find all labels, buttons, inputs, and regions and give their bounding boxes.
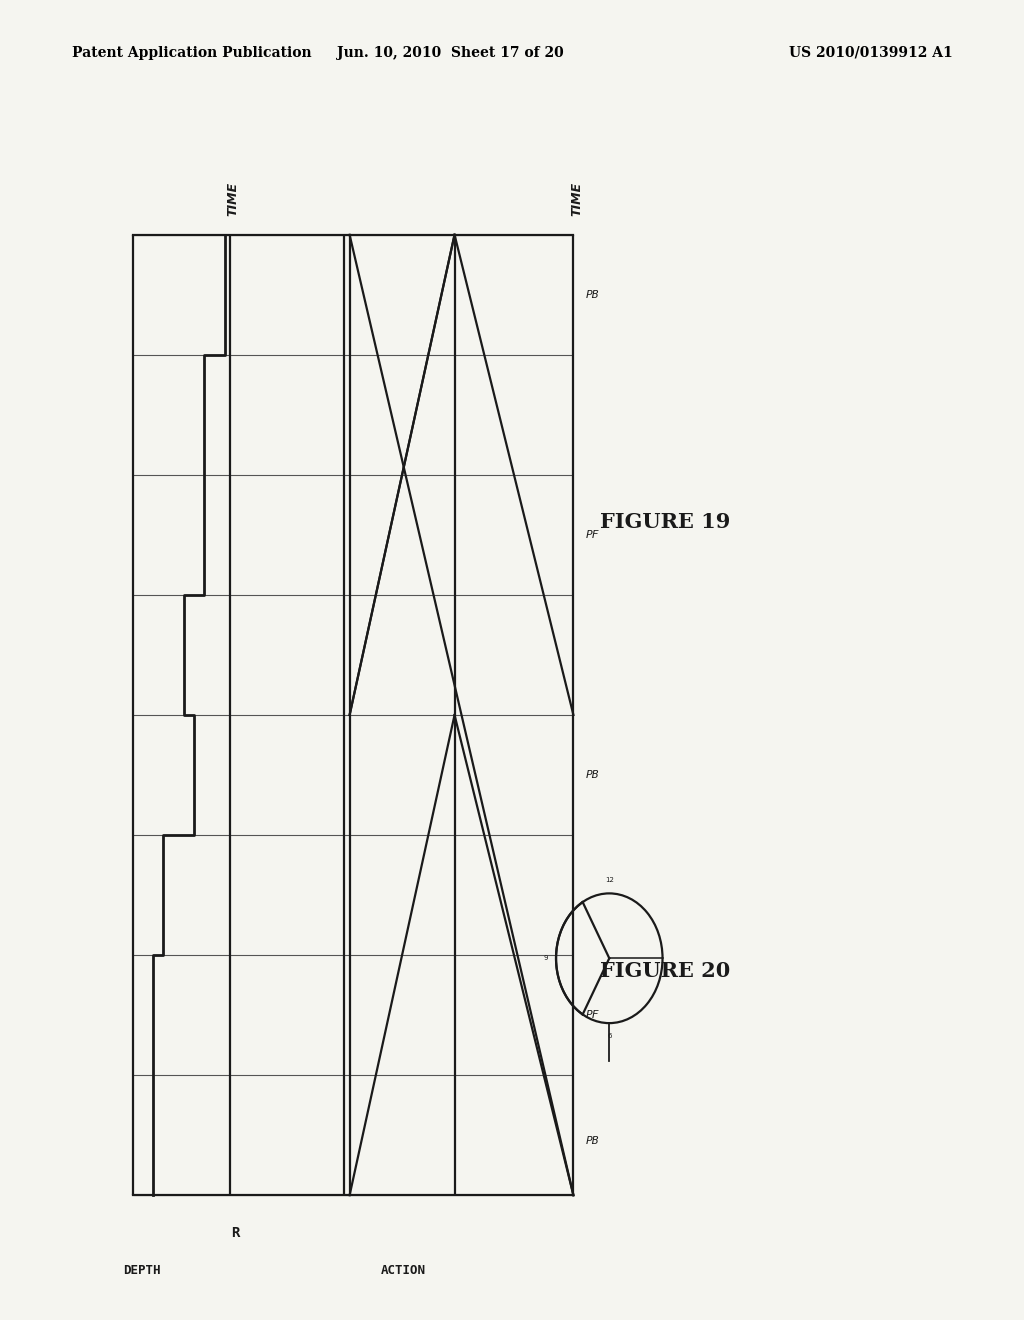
Text: 6: 6	[607, 1034, 611, 1039]
Text: 9: 9	[544, 956, 548, 961]
Text: PF: PF	[586, 529, 599, 540]
Text: PF: PF	[586, 1010, 599, 1020]
Text: ACTION: ACTION	[380, 1263, 425, 1276]
Text: TIME: TIME	[570, 182, 583, 216]
Text: 12: 12	[605, 878, 613, 883]
Text: DEPTH: DEPTH	[123, 1263, 161, 1276]
Text: FIGURE 19: FIGURE 19	[600, 512, 731, 532]
Text: R: R	[231, 1226, 240, 1241]
Text: US 2010/0139912 A1: US 2010/0139912 A1	[788, 46, 952, 59]
Text: PB: PB	[586, 290, 599, 300]
Text: FIGURE 20: FIGURE 20	[600, 961, 731, 981]
Text: TIME: TIME	[226, 182, 240, 216]
Text: Jun. 10, 2010  Sheet 17 of 20: Jun. 10, 2010 Sheet 17 of 20	[337, 46, 564, 59]
Text: PB: PB	[586, 770, 599, 780]
Text: PB: PB	[586, 1137, 599, 1147]
Text: Patent Application Publication: Patent Application Publication	[72, 46, 311, 59]
